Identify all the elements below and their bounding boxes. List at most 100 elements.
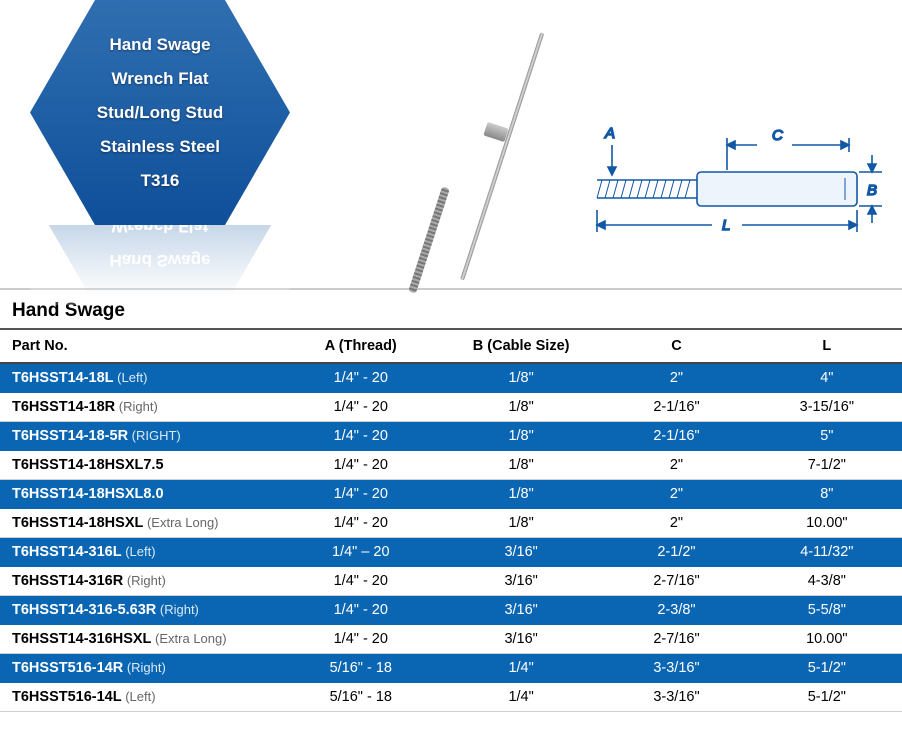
cell-a: 5/16" - 18 [281,654,441,683]
badge-text: Hand Swage Wrench Flat Stud/Long Stud St… [97,28,224,198]
part-qualifier: (Left) [122,544,156,559]
cell-a: 1/4" - 20 [281,480,441,509]
cell-part-no: T6HSST14-316HSXL (Extra Long) [0,625,281,654]
part-number: T6HSST14-316-5.63R [12,602,156,618]
part-number: T6HSST14-18HSXL8.0 [12,486,164,502]
diagram-label-l: L [722,217,730,234]
table-row: T6HSST14-18HSXL (Extra Long)1/4" - 201/8… [0,509,902,538]
cell-c: 2-7/16" [601,567,751,596]
part-qualifier: (Right) [123,660,166,675]
part-qualifier: (Extra Long) [151,631,226,646]
table-row: T6HSST516-14L (Left)5/16" - 181/4"3-3/16… [0,683,902,712]
table-row: T6HSST14-18L (Left)1/4" - 201/8"2"4" [0,363,902,393]
cell-b: 1/8" [441,363,601,393]
col-part-no: Part No. [0,330,281,363]
stud-shaft [460,32,544,281]
technical-diagram: A C [587,120,887,250]
cell-c: 2-1/16" [601,422,751,451]
part-number: T6HSST14-18L [12,370,114,386]
cell-c: 2-1/16" [601,393,751,422]
cell-a: 1/4" - 20 [281,363,441,393]
cell-l: 5" [752,422,902,451]
cell-part-no: T6HSST14-18HSXL8.0 [0,480,281,509]
cell-c: 2" [601,451,751,480]
cell-part-no: T6HSST14-316L (Left) [0,538,281,567]
cell-a: 1/4" - 20 [281,451,441,480]
cell-part-no: T6HSST14-18HSXL (Extra Long) [0,509,281,538]
cell-b: 1/8" [441,451,601,480]
table-row: T6HSST14-18-5R (RIGHT)1/4" - 201/8"2-1/1… [0,422,902,451]
part-qualifier: (Right) [156,602,199,617]
table-body: T6HSST14-18L (Left)1/4" - 201/8"2"4"T6HS… [0,363,902,712]
cell-b: 1/8" [441,422,601,451]
part-number: T6HSST516-14R [12,660,123,676]
cell-part-no: T6HSST14-316R (Right) [0,567,281,596]
table-row: T6HSST14-18HSXL8.01/4" - 201/8"2"8" [0,480,902,509]
cell-l: 3-15/16" [752,393,902,422]
cell-a: 1/4" - 20 [281,567,441,596]
header-area: Hand Swage Wrench Flat Stud/Long Stud St… [0,0,902,290]
cell-l: 10.00" [752,509,902,538]
cell-b: 1/8" [441,480,601,509]
part-number: T6HSST14-18-5R [12,428,128,444]
part-number: T6HSST14-18HSXL7.5 [12,457,164,473]
badge-line: T316 [141,171,180,190]
cell-a: 1/4" – 20 [281,538,441,567]
table-row: T6HSST14-18R (Right)1/4" - 201/8"2-1/16"… [0,393,902,422]
cell-l: 5-1/2" [752,683,902,712]
cell-c: 3-3/16" [601,683,751,712]
part-qualifier: (Left) [122,689,156,704]
col-a-thread: A (Thread) [281,330,441,363]
cell-b: 3/16" [441,596,601,625]
part-qualifier: (Left) [114,370,148,385]
cell-l: 8" [752,480,902,509]
cell-a: 1/4" - 20 [281,596,441,625]
part-qualifier: (Right) [123,573,166,588]
part-number: T6HSST14-316HSXL [12,631,151,647]
cell-a: 1/4" - 20 [281,625,441,654]
col-c: C [601,330,751,363]
stud-nut [483,122,508,142]
cell-part-no: T6HSST14-18L (Left) [0,363,281,393]
cell-c: 2-1/2" [601,538,751,567]
cell-b: 1/4" [441,683,601,712]
cell-l: 10.00" [752,625,902,654]
cell-l: 4-3/8" [752,567,902,596]
part-number: T6HSST516-14L [12,689,122,705]
diagram-label-b: B [867,182,877,199]
product-photo [340,30,550,270]
stud-thread [408,186,450,293]
col-l: L [752,330,902,363]
product-badge: Hand Swage Wrench Flat Stud/Long Stud St… [30,0,290,290]
cell-a: 1/4" - 20 [281,422,441,451]
cell-part-no: T6HSST14-18HSXL7.5 [0,451,281,480]
cell-c: 3-3/16" [601,654,751,683]
badge-line: Wrench Flat [112,69,209,88]
part-number: T6HSST14-316L [12,544,122,560]
cell-l: 4" [752,363,902,393]
table-row: T6HSST14-18HSXL7.5 1/4" - 201/8"2"7-1/2" [0,451,902,480]
cell-a: 1/4" - 20 [281,393,441,422]
part-qualifier: (Extra Long) [143,515,218,530]
cell-part-no: T6HSST14-18R (Right) [0,393,281,422]
hexagon-reflection: Hand Swage Wrench Flat Stud/Long Stud St… [30,225,290,305]
hexagon-badge: Hand Swage Wrench Flat Stud/Long Stud St… [30,0,290,225]
part-number: T6HSST14-18HSXL [12,515,143,531]
table-row: T6HSST14-316-5.63R (Right)1/4" - 203/16"… [0,596,902,625]
cell-c: 2-7/16" [601,625,751,654]
cell-b: 1/8" [441,509,601,538]
cell-l: 7-1/2" [752,451,902,480]
cell-l: 5-5/8" [752,596,902,625]
cell-b: 3/16" [441,625,601,654]
part-qualifier: (RIGHT) [128,428,181,443]
cell-b: 1/8" [441,393,601,422]
cell-a: 1/4" - 20 [281,509,441,538]
cell-part-no: T6HSST516-14R (Right) [0,654,281,683]
badge-line: Stainless Steel [100,137,220,156]
badge-line: Stud/Long Stud [97,103,224,122]
cell-b: 1/4" [441,654,601,683]
badge-line: Hand Swage [109,35,210,54]
cell-part-no: T6HSST14-316-5.63R (Right) [0,596,281,625]
table-row: T6HSST516-14R (Right)5/16" - 181/4"3-3/1… [0,654,902,683]
cell-part-no: T6HSST14-18-5R (RIGHT) [0,422,281,451]
